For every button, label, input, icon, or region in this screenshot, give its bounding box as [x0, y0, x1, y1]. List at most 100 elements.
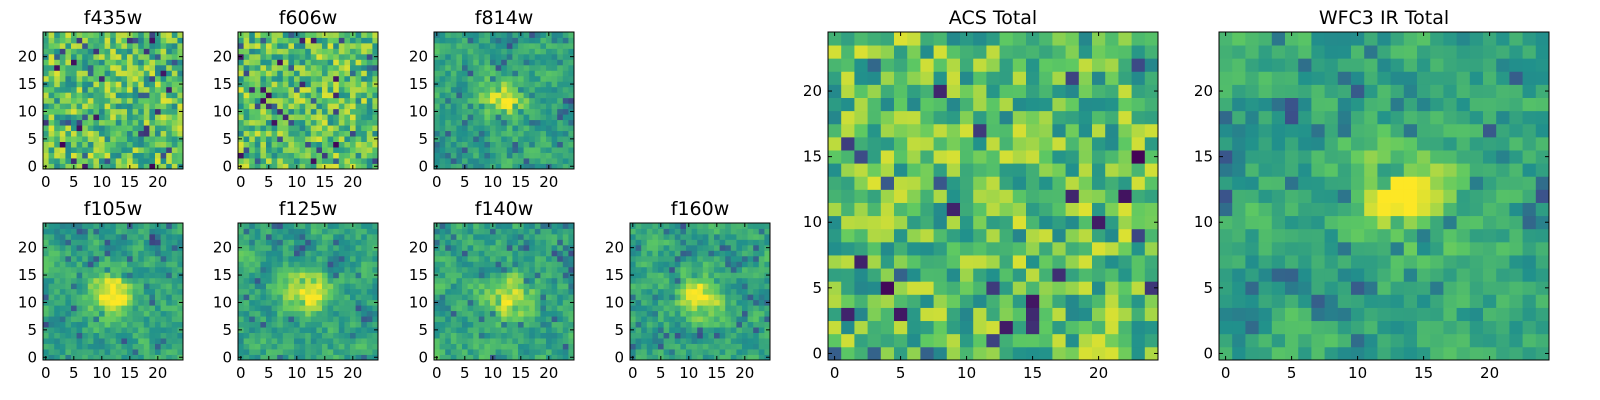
- heatmap-cell: [652, 299, 659, 306]
- heatmap-cell: [299, 158, 306, 164]
- heatmap-cell: [271, 152, 278, 159]
- heatmap-cell: [355, 305, 362, 312]
- panel-title: f814w: [475, 7, 534, 29]
- heatmap-cell: [506, 305, 513, 312]
- heatmap-cell: [730, 305, 737, 312]
- heatmap-cell: [333, 354, 340, 361]
- heatmap-cell: [894, 294, 908, 308]
- heatmap-cell: [658, 332, 664, 339]
- heatmap-cell: [260, 272, 267, 279]
- heatmap-cell: [266, 136, 272, 142]
- heatmap-cell: [333, 136, 340, 142]
- heatmap-cell: [138, 37, 145, 44]
- heatmap-cell: [277, 70, 284, 77]
- heatmap-cell: [299, 294, 306, 301]
- heatmap-cell: [121, 294, 128, 301]
- heatmap-cell: [546, 343, 552, 350]
- heatmap-cell: [562, 103, 569, 110]
- heatmap-cell: [753, 305, 760, 312]
- heatmap-cell: [484, 261, 491, 268]
- heatmap-cell: [149, 283, 156, 290]
- heatmap-cell: [467, 294, 474, 301]
- heatmap-cell: [99, 299, 105, 306]
- heatmap-cell: [680, 299, 687, 306]
- heatmap-cell: [288, 277, 295, 284]
- heatmap-cell: [160, 288, 167, 295]
- heatmap-cell: [742, 310, 748, 317]
- heatmap-cell: [316, 125, 323, 132]
- heatmap-cell: [299, 114, 306, 121]
- heatmap-cell: [87, 158, 94, 164]
- heatmap-cell: [110, 250, 117, 257]
- heatmap-cell: [551, 354, 558, 361]
- heatmap-cell: [439, 255, 446, 262]
- heatmap-cell: [327, 130, 334, 137]
- heatmap-cell: [71, 92, 77, 99]
- heatmap-cell: [691, 266, 698, 273]
- heatmap-cell: [344, 272, 351, 279]
- heatmap-cell: [338, 125, 345, 132]
- heatmap-cell: [260, 32, 267, 38]
- heatmap-cell: [177, 223, 184, 229]
- heatmap-cell: [1039, 163, 1053, 177]
- heatmap-cell: [149, 316, 156, 323]
- heatmap-cell: [121, 158, 128, 164]
- heatmap-cell: [484, 316, 491, 323]
- heatmap-cell: [753, 228, 760, 235]
- heatmap-cell: [562, 37, 569, 44]
- heatmap-cell: [1105, 202, 1119, 217]
- heatmap-cell: [87, 114, 94, 121]
- heatmap-cell: [43, 86, 49, 93]
- heatmap-cell: [171, 250, 178, 257]
- heatmap-cell: [48, 338, 55, 344]
- heatmap-cell: [294, 294, 300, 301]
- heatmap-cell: [177, 125, 184, 132]
- y-tick-label: 20: [213, 48, 232, 66]
- heatmap-cell: [462, 310, 468, 317]
- heatmap-cell: [1105, 255, 1119, 269]
- heatmap-cell: [48, 266, 55, 273]
- heatmap-cell: [366, 321, 373, 328]
- heatmap-cell: [568, 223, 575, 229]
- heatmap-cell: [534, 42, 541, 49]
- heatmap-cell: [87, 343, 94, 350]
- heatmap-cell: [59, 48, 66, 55]
- heatmap-cell: [652, 261, 659, 268]
- heatmap-cell: [366, 158, 373, 164]
- heatmap-cell: [546, 288, 552, 295]
- heatmap-cell: [841, 255, 855, 269]
- heatmap-cell: [171, 283, 178, 290]
- heatmap-cell: [674, 272, 681, 279]
- heatmap-cell: [646, 250, 653, 257]
- heatmap-cell: [59, 97, 66, 104]
- heatmap-cell: [249, 288, 256, 295]
- heatmap-cell: [714, 332, 720, 339]
- heatmap-cell: [495, 158, 502, 164]
- heatmap-cell: [697, 332, 704, 339]
- heatmap-cell: [138, 48, 145, 55]
- heatmap-cell: [138, 332, 145, 339]
- heatmap-cell: [277, 158, 284, 164]
- heatmap-cell: [758, 310, 765, 317]
- heatmap-cell: [562, 294, 569, 301]
- heatmap-cell: [1065, 163, 1080, 177]
- heatmap-cell: [529, 125, 536, 132]
- heatmap-cell: [121, 163, 128, 170]
- heatmap-cell: [462, 288, 468, 295]
- heatmap-cell: [691, 244, 698, 251]
- heatmap-cell: [534, 288, 541, 295]
- heatmap-cell: [973, 215, 987, 230]
- heatmap-cell: [282, 223, 289, 229]
- heatmap-cell: [361, 108, 368, 115]
- heatmap-cell: [243, 294, 250, 301]
- heatmap-cell: [155, 233, 161, 240]
- heatmap-cell: [355, 32, 362, 38]
- heatmap-cell: [149, 327, 156, 333]
- heatmap-cell: [450, 42, 457, 49]
- heatmap-cell: [138, 86, 145, 93]
- heatmap-cell: [143, 332, 150, 339]
- heatmap-cell: [450, 327, 457, 333]
- heatmap-cell: [93, 349, 100, 355]
- heatmap-cell: [490, 108, 496, 115]
- heatmap-cell: [138, 272, 145, 279]
